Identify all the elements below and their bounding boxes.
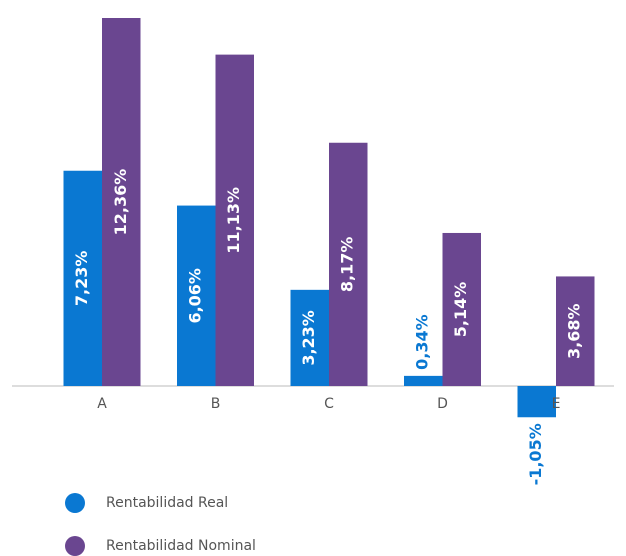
value-label: 8,17%	[338, 237, 357, 293]
bar	[329, 142, 368, 386]
x-tick-label: A	[97, 396, 107, 412]
bar	[102, 18, 141, 386]
value-label: 0,34%	[413, 314, 432, 370]
bar	[404, 375, 443, 386]
bar	[177, 205, 216, 386]
legend-marker	[65, 493, 85, 513]
value-label: 3,68%	[565, 303, 584, 359]
bar	[517, 386, 556, 418]
bar	[215, 54, 254, 386]
bar	[442, 232, 481, 386]
value-label: 6,06%	[186, 268, 205, 324]
legend-label: Rentabilidad Real	[106, 495, 228, 511]
bar	[290, 289, 329, 386]
bar	[63, 170, 102, 386]
value-label: -1,05%	[526, 423, 545, 485]
x-tick-label: D	[437, 396, 448, 412]
legend-label: Rentabilidad Nominal	[106, 538, 256, 554]
legend-marker	[65, 536, 85, 556]
x-tick-label: C	[324, 396, 334, 412]
x-tick-label: B	[211, 396, 221, 412]
value-label: 7,23%	[72, 251, 91, 307]
value-label: 12,36%	[111, 169, 130, 236]
value-label: 11,13%	[224, 187, 243, 254]
value-label: 3,23%	[299, 310, 318, 366]
bar	[556, 276, 595, 386]
value-label: 5,14%	[451, 282, 470, 338]
x-tick-label: E	[552, 396, 561, 412]
